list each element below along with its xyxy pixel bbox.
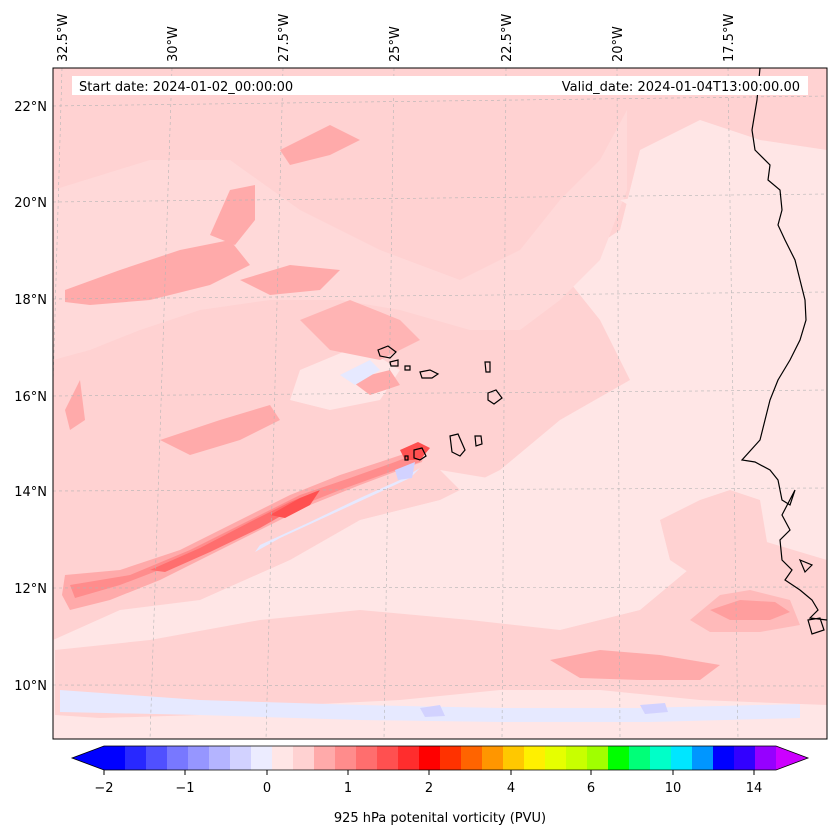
colorbar-bin [146, 746, 168, 770]
info-box [72, 76, 808, 95]
cape-verde-islands [377, 345, 503, 461]
colorbar-bin [125, 746, 147, 770]
start-date-label: Start date: 2024-01-02_00:00:00 [79, 80, 293, 95]
colorbar-tick-label: 14 [746, 781, 763, 796]
lat-label: 18°N [14, 293, 47, 308]
lon-label: 27.5°W [277, 14, 292, 62]
pv-streak-1 [65, 240, 250, 305]
pv-east-blob-halo [690, 590, 800, 632]
colorbar-bins [104, 746, 777, 770]
colorbar-bin [692, 746, 714, 770]
colorbar-tick-label: −1 [175, 781, 194, 796]
colorbar-bin [419, 746, 441, 770]
pv-field [53, 68, 827, 739]
pv-filament-core [150, 490, 320, 572]
pv-region-light-mid [53, 110, 627, 360]
pv-region-light-east [660, 490, 770, 580]
colorbar-ticks [103, 770, 755, 775]
lon-label: 22.5°W [500, 14, 515, 62]
lat-label: 20°N [14, 196, 47, 211]
colorbar-bin [608, 746, 630, 770]
colorbar-bin [524, 746, 546, 770]
african-coastline [740, 68, 827, 635]
latitude-labels: 22°N 20°N 18°N 16°N 14°N 12°N 10°N [14, 100, 47, 694]
colorbar-bin [356, 746, 378, 770]
lat-label: 14°N [14, 485, 47, 500]
colorbar-bin [314, 746, 336, 770]
pv-negative-band [255, 468, 420, 552]
lon-label: 25°W [388, 26, 403, 62]
colorbar-bin [230, 746, 252, 770]
colorbar-bin [755, 746, 777, 770]
lon-label: 20°W [611, 26, 626, 62]
colorbar-label: 925 hPa potenital vorticity (PVU) [334, 811, 546, 826]
colorbar-bin [461, 746, 483, 770]
pv-south-negative-spot2 [640, 703, 668, 714]
pv-streak-2 [210, 185, 255, 245]
lat-label: 10°N [14, 679, 47, 694]
lon-label: 17.5°W [722, 14, 737, 62]
pv-gap-3 [440, 470, 540, 500]
colorbar-bin [272, 746, 294, 770]
colorbar-bin [104, 746, 126, 770]
pv-streak-7 [65, 380, 85, 430]
colorbar-bin [440, 746, 462, 770]
colorbar-bin [209, 746, 231, 770]
colorbar-bin [545, 746, 567, 770]
colorbar-tick-label: −2 [94, 781, 113, 796]
colorbar-tick-label: 10 [665, 781, 682, 796]
colorbar-bin [482, 746, 504, 770]
colorbar-bin [713, 746, 735, 770]
colorbar-tick-label: 4 [507, 781, 515, 796]
lon-label: 30°W [166, 26, 181, 62]
pv-south-negative-spot1 [420, 705, 445, 717]
colorbar-tick-label: 2 [425, 781, 433, 796]
colorbar-tick-label: 1 [344, 781, 352, 796]
valid-date-label: Valid_date: 2024-01-04T13:00:00.00 [562, 80, 800, 95]
colorbar-bin [650, 746, 672, 770]
colorbar: −2 −1 0 1 2 4 6 10 14 925 hPa potenital … [70, 745, 810, 826]
colorbar-bin [734, 746, 756, 770]
pv-filament-peak [270, 490, 320, 518]
colorbar-over-arrow [776, 746, 808, 770]
lon-label: 32.5°W [56, 14, 71, 62]
map-frame [52, 67, 828, 740]
colorbar-bin [251, 746, 273, 770]
colorbar-tick-label: 0 [263, 781, 271, 796]
lat-label: 12°N [14, 582, 47, 597]
pv-negative-spot [395, 462, 415, 480]
colorbar-bin [587, 746, 609, 770]
pv-south-band [550, 650, 720, 680]
colorbar-bin [335, 746, 357, 770]
colorbar-bin [398, 746, 420, 770]
pv-streak-6 [350, 370, 400, 395]
colorbar-bin [293, 746, 315, 770]
longitude-labels: 32.5°W 30°W 27.5°W 25°W 22.5°W 20°W 17.5… [56, 14, 737, 62]
pv-streak-3 [280, 125, 360, 165]
pv-streak-8 [240, 265, 340, 295]
pv-south-negative [60, 690, 800, 722]
colorbar-bin [671, 746, 693, 770]
lat-label: 22°N [14, 100, 47, 115]
lat-label: 16°N [14, 390, 47, 405]
colorbar-tick-label: 6 [587, 781, 595, 796]
pv-gap-2 [620, 190, 720, 218]
colorbar-bin [188, 746, 210, 770]
colorbar-bin [167, 746, 189, 770]
graticule [53, 68, 827, 739]
colorbar-bin [566, 746, 588, 770]
pv-negative-north [340, 360, 380, 385]
colorbar-bin [629, 746, 651, 770]
colorbar-under-arrow [72, 746, 104, 770]
colorbar-bin [377, 746, 399, 770]
pv-streak-5 [160, 405, 280, 455]
colorbar-bin [503, 746, 525, 770]
